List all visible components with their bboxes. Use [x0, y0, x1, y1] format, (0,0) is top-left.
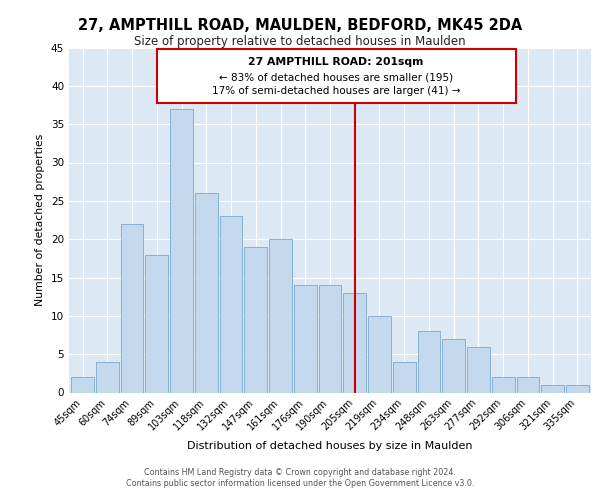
Bar: [442, 339, 465, 392]
Bar: [121, 224, 143, 392]
Text: 27, AMPTHILL ROAD, MAULDEN, BEDFORD, MK45 2DA: 27, AMPTHILL ROAD, MAULDEN, BEDFORD, MK4…: [78, 18, 522, 32]
FancyBboxPatch shape: [157, 49, 515, 102]
Bar: [393, 362, 416, 392]
Text: Contains HM Land Registry data © Crown copyright and database right 2024.
Contai: Contains HM Land Registry data © Crown c…: [126, 468, 474, 487]
Bar: [467, 346, 490, 393]
Bar: [220, 216, 242, 392]
Bar: [170, 109, 193, 393]
Bar: [96, 362, 119, 392]
Bar: [492, 377, 515, 392]
Bar: [269, 239, 292, 392]
Bar: [145, 254, 168, 392]
Bar: [517, 377, 539, 392]
Text: 27 AMPTHILL ROAD: 201sqm: 27 AMPTHILL ROAD: 201sqm: [248, 58, 424, 68]
Bar: [418, 331, 440, 392]
Text: ← 83% of detached houses are smaller (195): ← 83% of detached houses are smaller (19…: [219, 72, 453, 82]
Bar: [244, 247, 267, 392]
Bar: [368, 316, 391, 392]
Bar: [541, 385, 564, 392]
Y-axis label: Number of detached properties: Number of detached properties: [35, 134, 46, 306]
Bar: [195, 193, 218, 392]
X-axis label: Distribution of detached houses by size in Maulden: Distribution of detached houses by size …: [187, 440, 473, 450]
Bar: [319, 285, 341, 393]
Text: 17% of semi-detached houses are larger (41) →: 17% of semi-detached houses are larger (…: [212, 86, 460, 96]
Bar: [71, 377, 94, 392]
Bar: [343, 293, 366, 392]
Text: Size of property relative to detached houses in Maulden: Size of property relative to detached ho…: [134, 35, 466, 48]
Bar: [294, 285, 317, 393]
Bar: [566, 385, 589, 392]
